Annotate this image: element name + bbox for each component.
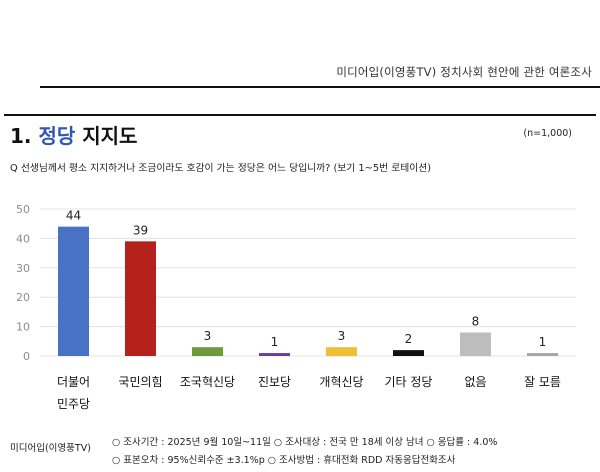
category-label: 잘 모름: [524, 375, 561, 389]
category-label: 진보당: [258, 375, 291, 389]
data-label: 39: [133, 223, 148, 237]
bar: [259, 353, 290, 356]
y-tick-label: 40: [16, 232, 30, 245]
bar: [393, 350, 424, 356]
bar: [527, 353, 558, 356]
survey-question: Q 선생님께서 평소 지지하거나 조금이라도 호감이 가는 정당은 어느 당입니…: [10, 163, 432, 174]
title-accent: 정당: [38, 124, 76, 148]
title-suffix: 지지도: [75, 124, 138, 148]
data-label: 44: [66, 209, 81, 223]
category-label: 민주당: [57, 397, 90, 411]
data-label: 1: [539, 335, 547, 349]
data-label: 3: [338, 329, 346, 343]
slide-panel: 1. 정당 지지도 (n=1,000) Q 선생님께서 평소 지지하거나 조금이…: [4, 114, 596, 472]
bar: [460, 332, 491, 356]
footer-org: 미디어입(이영풍TV): [10, 443, 91, 454]
y-tick-label: 0: [23, 350, 30, 363]
y-tick-label: 30: [16, 262, 30, 275]
y-tick-label: 50: [16, 203, 30, 216]
title-prefix: 1.: [10, 124, 39, 148]
data-label: 1: [271, 335, 279, 349]
y-tick-label: 10: [16, 321, 30, 334]
bar: [192, 347, 223, 356]
category-label: 국민의힘: [118, 375, 162, 389]
data-label: 8: [472, 314, 480, 328]
sample-size: (n=1,000): [523, 128, 572, 139]
header-org: 미디어입(이영풍TV) 정치사회 현안에 관한 여론조사: [336, 65, 592, 79]
category-label: 더불어: [57, 375, 90, 389]
bar: [125, 241, 156, 356]
survey-method-line-2: ○ 표본오차 : 95%신뢰수준 ±3.1%p ○ 조사방법 : 휴대전화 RD…: [112, 455, 456, 466]
category-label: 기타 정당: [385, 375, 433, 389]
bar: [326, 347, 357, 356]
data-label: 2: [405, 332, 413, 346]
header-rule: [40, 86, 600, 88]
bar: [58, 226, 89, 356]
slide-title: 1. 정당 지지도: [10, 120, 137, 149]
category-label: 개혁신당: [319, 375, 363, 389]
category-label: 조국혁신당: [180, 375, 235, 389]
category-label: 없음: [464, 375, 486, 389]
data-label: 3: [204, 329, 212, 343]
survey-method-line-1: ○ 조사기간 : 2025년 9월 10일~11일 ○ 조사대상 : 전국 만 …: [112, 437, 498, 448]
y-tick-label: 20: [16, 291, 30, 304]
